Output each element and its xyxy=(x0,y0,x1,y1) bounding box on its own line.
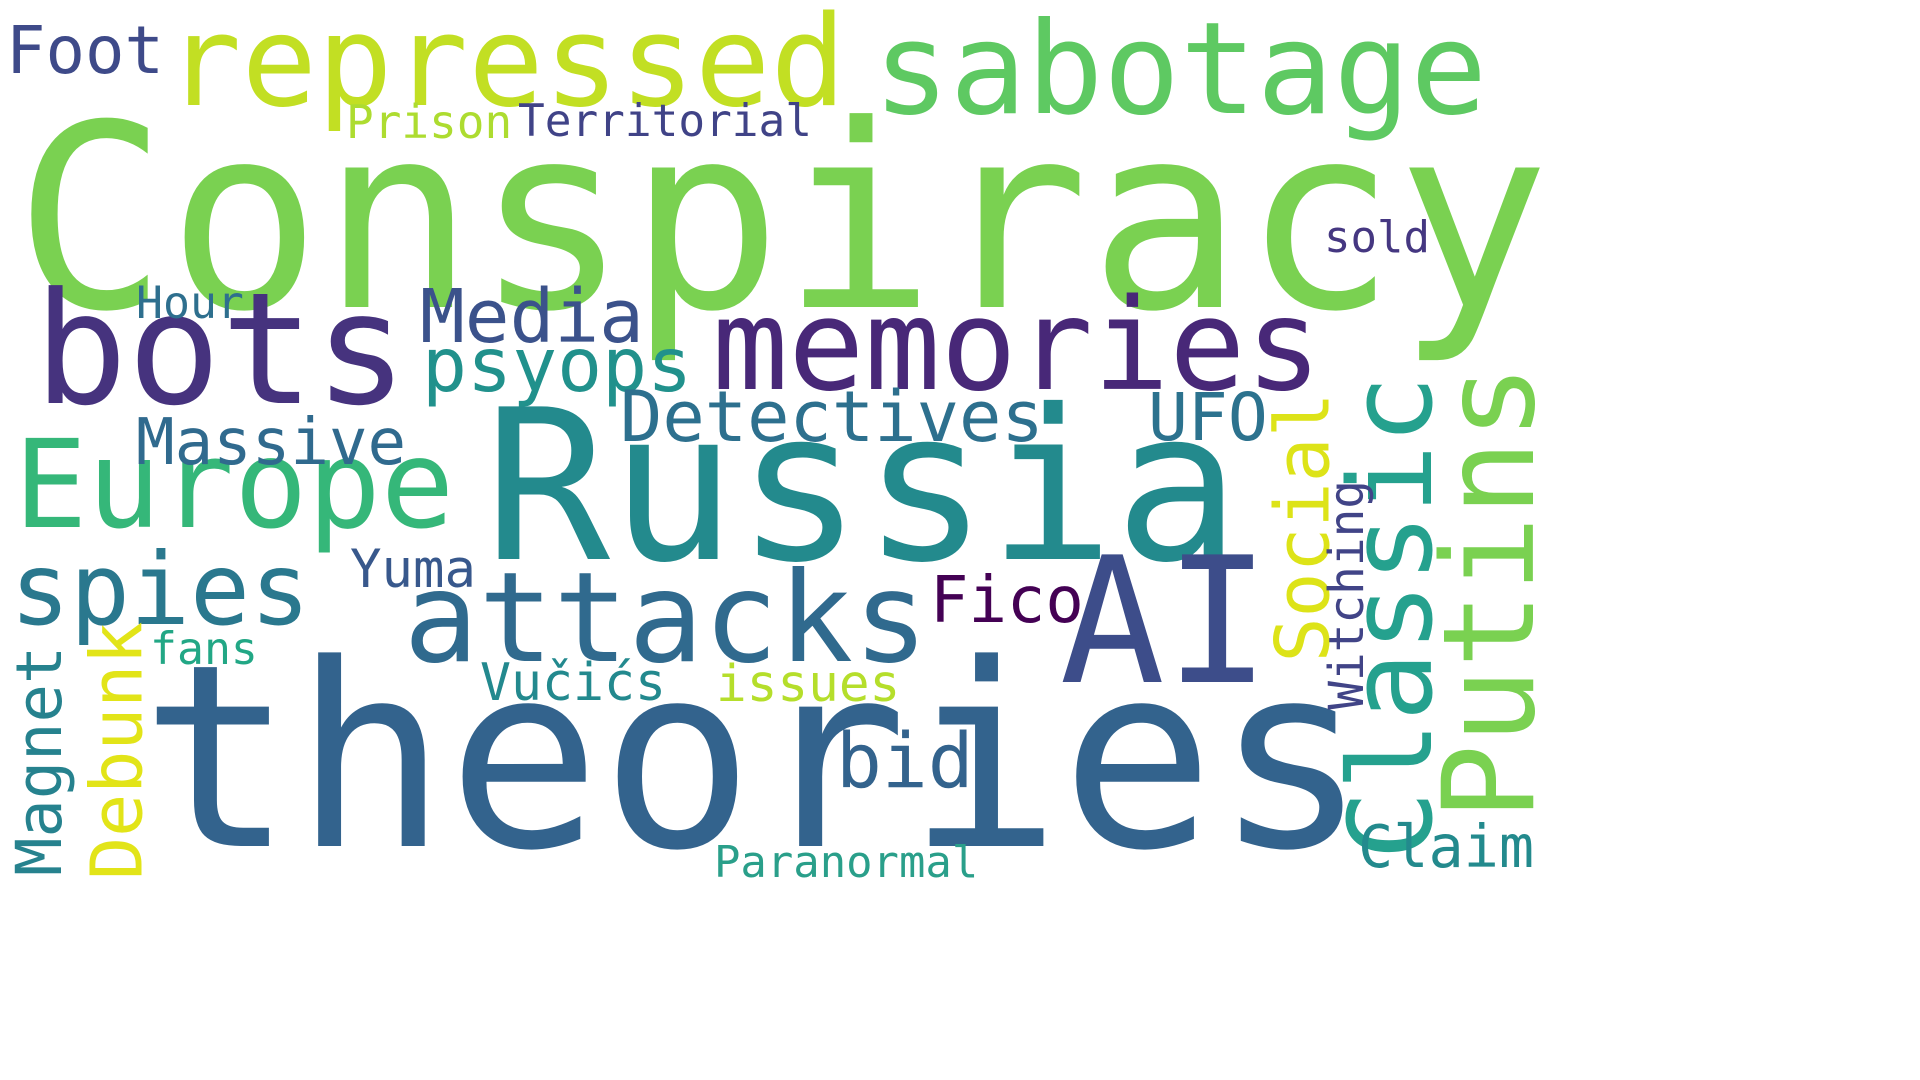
word-russia: Russia xyxy=(484,365,1241,609)
word-issues: issues xyxy=(716,654,901,714)
word-spies: spies xyxy=(10,531,311,648)
word-vucics: Vučićs xyxy=(480,653,667,713)
word-detectives: Detectives xyxy=(620,376,1044,458)
word-sabotage: sabotage xyxy=(873,0,1488,144)
word-yuma: Yuma xyxy=(350,539,476,600)
word-media: Media xyxy=(420,273,644,360)
word-bots: bots xyxy=(34,258,408,440)
word-bid: bid xyxy=(836,716,974,805)
word-ufo: UFO xyxy=(1148,378,1268,456)
word-attacks: attacks xyxy=(403,545,929,691)
word-massive: Massive xyxy=(136,406,407,480)
word-hour: Hour xyxy=(136,275,244,329)
word-claim: Claim xyxy=(1358,812,1535,881)
word-debunk: Debunk xyxy=(75,621,159,880)
word-psyops: psyops xyxy=(422,321,693,409)
word-memories: memories xyxy=(712,270,1322,419)
word-conspiracy: Conspiracy xyxy=(14,70,1550,368)
word-ai: AI xyxy=(1059,520,1271,724)
word-witching: Witching xyxy=(1319,480,1375,710)
word-repressed: repressed xyxy=(166,0,847,135)
word-paranormal: Paranormal xyxy=(714,837,979,888)
word-magnet: Magnet xyxy=(3,645,78,876)
word-sold: sold xyxy=(1324,212,1430,263)
word-territorial: Territorial xyxy=(518,96,812,147)
word-theories: theories xyxy=(140,609,1368,907)
word-foot: Foot xyxy=(6,13,164,89)
word-prison: Prison xyxy=(346,95,513,149)
word-fico: Fico xyxy=(930,564,1084,638)
word-fans: fans xyxy=(150,621,258,675)
word-europe: Europe xyxy=(14,414,455,556)
